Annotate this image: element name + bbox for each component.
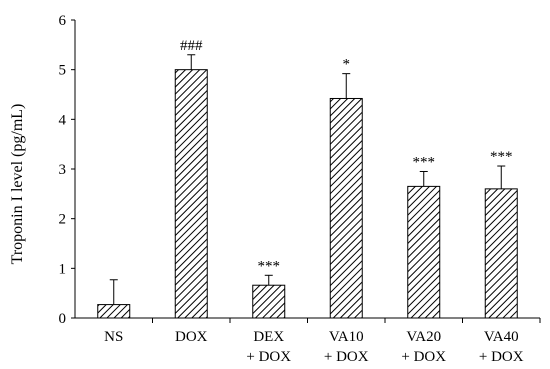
x-tick-label: VA40 + DOX	[479, 329, 524, 365]
x-tick-label: VA20 + DOX	[401, 329, 446, 365]
bar	[329, 97, 363, 319]
y-axis-ticks: 0 1 2 3 4 5 6	[59, 13, 75, 327]
significance-annotations: ###******* ***	[180, 38, 513, 275]
significance-marker: ***	[490, 149, 513, 165]
significance-marker: ***	[258, 258, 281, 274]
bar	[252, 284, 286, 319]
significance-marker: *	[343, 57, 351, 73]
y-tick-label: 1	[59, 261, 67, 277]
significance-marker: ###	[180, 38, 203, 54]
y-tick-label: 2	[59, 212, 67, 228]
bars	[97, 69, 518, 319]
y-tick-label: 5	[59, 63, 67, 79]
x-tick-label: DEX + DOX	[246, 329, 291, 365]
axes	[74, 20, 541, 323]
y-tick-label: 4	[59, 112, 67, 128]
bar	[174, 69, 208, 319]
x-tick-label: DOX	[175, 329, 208, 345]
x-tick-label: NS	[104, 329, 123, 345]
y-tick-label: 6	[59, 13, 67, 29]
bar	[407, 185, 441, 319]
significance-marker: ***	[413, 154, 436, 170]
bar	[484, 188, 518, 319]
x-axis-labels: NS DOX DEX + DOX VA10 + DOX VA20 + DOX VA40 + DOX	[104, 329, 524, 365]
y-axis-title: Troponin I level (pg/mL)	[9, 104, 26, 265]
error-bars	[109, 54, 506, 305]
y-tick-label: 3	[59, 162, 67, 178]
y-tick-label: 0	[59, 311, 67, 327]
bar	[97, 304, 131, 319]
x-tick-label: VA10 + DOX	[324, 329, 369, 365]
